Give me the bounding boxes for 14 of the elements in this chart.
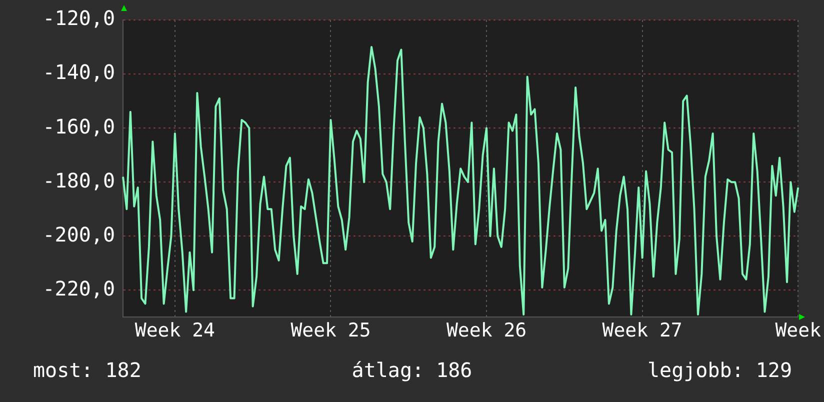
text: legjobb: 129	[648, 358, 792, 382]
text: most: 182	[33, 358, 142, 382]
x-tick-label: Week	[775, 320, 822, 342]
y-tick-label: -160,0	[42, 114, 115, 138]
x-tick-label: Week 26	[446, 320, 527, 342]
y-tick-label: -180,0	[42, 168, 115, 192]
x-tick-label: Week 25	[290, 320, 371, 342]
text: átlag: 186	[352, 358, 472, 382]
y-tick-label: -120,0	[42, 6, 115, 30]
y-tick-label: -140,0	[42, 60, 115, 84]
y-tick-label: -200,0	[42, 222, 115, 246]
x-tick-label: Week 24	[134, 320, 215, 342]
y-tick-label: -220,0	[42, 276, 115, 300]
x-tick-label: Week 27	[602, 320, 682, 342]
